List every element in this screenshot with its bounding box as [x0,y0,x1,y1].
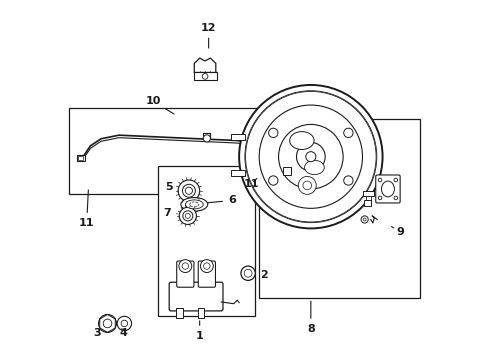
Circle shape [179,207,196,225]
FancyBboxPatch shape [375,175,399,203]
Bar [69,108,290,194]
Bar [258,119,419,298]
Ellipse shape [181,198,207,211]
Bar [362,192,373,196]
Bar [78,156,82,160]
Circle shape [117,316,131,330]
Circle shape [296,142,325,171]
Circle shape [268,128,277,138]
Circle shape [103,319,112,328]
FancyBboxPatch shape [176,261,194,287]
Ellipse shape [289,132,313,149]
Bar [282,167,290,175]
Text: 8: 8 [306,301,314,334]
Circle shape [259,105,362,208]
Bar [230,170,244,176]
Bar [198,308,204,318]
Circle shape [378,178,381,182]
Circle shape [298,176,316,194]
Circle shape [343,176,352,185]
Circle shape [305,152,315,162]
Circle shape [363,218,366,221]
Bar [363,200,370,206]
Circle shape [239,85,382,228]
Text: 12: 12 [201,23,216,48]
Circle shape [303,181,311,190]
Circle shape [203,135,210,142]
FancyBboxPatch shape [198,261,215,287]
Text: 7: 7 [163,208,177,218]
Circle shape [278,125,343,189]
Bar [158,166,255,316]
Circle shape [244,91,376,223]
Circle shape [245,91,375,222]
Circle shape [203,263,210,269]
Text: 1: 1 [195,321,203,341]
Circle shape [99,315,116,332]
Text: 11: 11 [79,190,94,228]
Bar [77,155,84,161]
Circle shape [179,260,191,273]
Text: 9: 9 [391,226,404,237]
Circle shape [360,216,367,223]
Circle shape [200,260,213,273]
Text: 4: 4 [120,328,127,338]
Ellipse shape [185,200,203,209]
Text: 2: 2 [255,266,267,280]
Circle shape [268,176,277,185]
Circle shape [185,213,190,219]
Bar [230,134,244,140]
Circle shape [343,128,352,138]
Circle shape [378,196,381,200]
Text: 11: 11 [244,178,259,189]
Circle shape [183,211,192,221]
FancyBboxPatch shape [169,282,223,311]
Circle shape [121,320,127,327]
Circle shape [182,263,188,269]
Circle shape [393,178,397,182]
Ellipse shape [304,160,324,175]
Bar [176,308,183,318]
Circle shape [241,266,255,280]
Circle shape [244,269,251,277]
Text: 5: 5 [165,182,180,192]
Circle shape [202,73,207,79]
Bar [193,72,216,80]
Text: 6: 6 [204,195,235,206]
Text: 3: 3 [93,326,106,338]
Circle shape [185,187,192,194]
Bar [365,196,371,201]
Circle shape [178,180,199,202]
Circle shape [182,184,195,197]
Circle shape [393,196,397,200]
Text: 10: 10 [145,96,174,114]
